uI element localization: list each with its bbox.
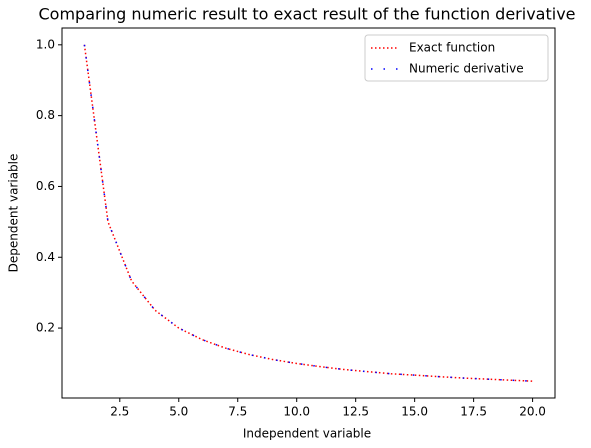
x-tick-label: 10.0 bbox=[283, 405, 310, 419]
x-tick-label: 5.0 bbox=[169, 405, 188, 419]
x-tick-label: 12.5 bbox=[342, 405, 369, 419]
series-line bbox=[83, 44, 533, 382]
y-axis-label: Dependent variable bbox=[7, 154, 21, 273]
x-tick-label: 20.0 bbox=[519, 405, 546, 419]
y-tick-label: 0.4 bbox=[36, 250, 55, 264]
x-tick-label: 7.5 bbox=[228, 405, 247, 419]
x-tick-label: 17.5 bbox=[460, 405, 487, 419]
chart-title: Comparing numeric result to exact result… bbox=[39, 5, 576, 24]
series-line bbox=[83, 44, 533, 382]
y-tick-label: 1.0 bbox=[36, 37, 55, 51]
legend-box bbox=[364, 34, 549, 82]
y-tick-label: 0.2 bbox=[36, 321, 55, 335]
y-tick-label: 0.6 bbox=[36, 179, 55, 193]
plot-frame bbox=[61, 27, 556, 399]
x-tick-label: 2.5 bbox=[110, 405, 129, 419]
x-tick-label: 15.0 bbox=[401, 405, 428, 419]
y-tick-label: 0.8 bbox=[36, 108, 55, 122]
legend-label: Exact function bbox=[409, 41, 495, 55]
x-axis-label: Independent variable bbox=[243, 427, 371, 441]
legend-label: Numeric derivative bbox=[409, 62, 524, 76]
